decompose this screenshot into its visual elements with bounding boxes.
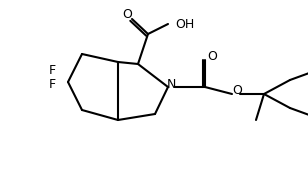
Text: F: F (48, 78, 55, 92)
Text: F: F (48, 64, 55, 76)
Text: O: O (232, 84, 242, 98)
Text: O: O (207, 50, 217, 62)
Text: O: O (122, 7, 132, 21)
Text: OH: OH (175, 19, 195, 31)
Text: N: N (166, 78, 176, 92)
